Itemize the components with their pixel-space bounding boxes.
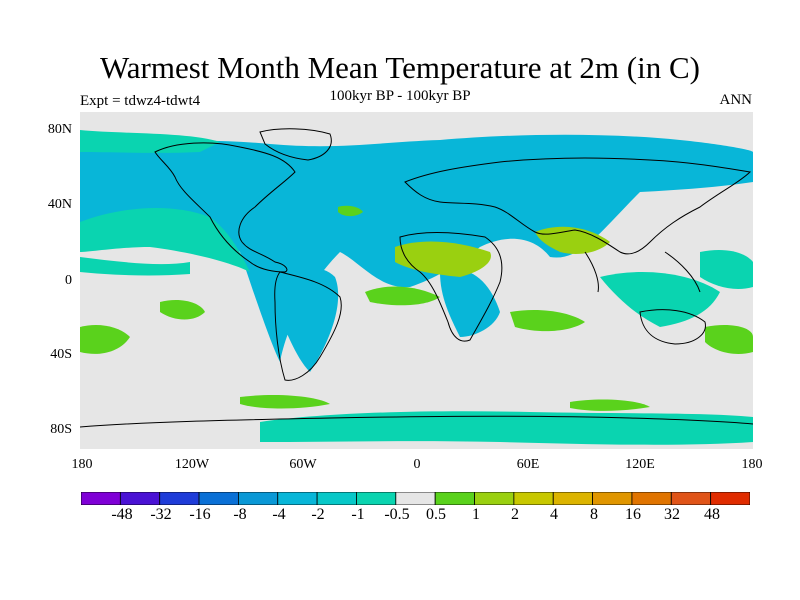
colorbar-label: -4 — [272, 506, 286, 523]
colorbar-swatch — [513, 492, 554, 505]
x-tick-label: 60E — [516, 457, 540, 472]
colorbar-swatch — [81, 492, 121, 505]
y-tick-label: 40S — [50, 347, 72, 362]
y-tick-label: 80S — [50, 422, 72, 437]
x-tick-label: 0 — [413, 457, 421, 472]
colorbar-label: -16 — [189, 506, 211, 523]
map-title: Warmest Month Mean Temperature at 2m (in… — [100, 50, 700, 85]
warm-anomaly-regions — [80, 205, 753, 411]
colorbar-label: 32 — [664, 506, 680, 523]
map-subtitle: 100kyr BP - 100kyr BP — [329, 88, 471, 104]
colorbar-swatch — [356, 492, 397, 505]
period-label: ANN — [719, 92, 753, 108]
colorbar-swatch — [159, 492, 200, 505]
colorbar-label: -1 — [351, 506, 365, 523]
colorbar-swatch — [198, 492, 239, 505]
colorbar-swatch — [119, 492, 161, 505]
colorbar-label: 8 — [590, 506, 598, 523]
experiment-label: Expt = tdwz4-tdwt4 — [80, 93, 201, 109]
x-tick-label: 120E — [625, 457, 655, 472]
y-tick-label: 0 — [65, 273, 72, 288]
colorbar-swatch — [552, 492, 593, 505]
x-tick-label: 180 — [71, 457, 93, 472]
colorbar-swatch — [238, 492, 279, 505]
colorbar-swatch — [670, 492, 712, 505]
colorbar-label: 0.5 — [426, 506, 446, 523]
colorbar-label: -2 — [311, 506, 325, 523]
x-tick-label: 120W — [174, 457, 210, 472]
colorbar-swatch — [316, 492, 357, 505]
y-tick-label: 40N — [47, 197, 72, 212]
colorbar-label: 2 — [511, 506, 519, 523]
colorbar-label: -0.5 — [384, 506, 410, 523]
colorbar — [81, 492, 750, 505]
colorbar-swatch — [592, 492, 633, 505]
x-tick-label: 60W — [289, 457, 317, 472]
colorbar-swatch — [277, 492, 318, 505]
colorbar-swatch — [631, 492, 672, 505]
coastlines — [80, 128, 753, 428]
temperature-difference-map — [80, 112, 753, 449]
colorbar-swatch — [434, 492, 475, 505]
y-tick-label: 80N — [47, 122, 72, 137]
colorbar-label: 16 — [625, 506, 641, 523]
colorbar-label: 4 — [550, 506, 558, 523]
colorbar-label: 48 — [704, 506, 720, 523]
x-tick-label: 180 — [741, 457, 763, 472]
colorbar-swatch — [395, 492, 436, 505]
colorbar-swatch — [710, 492, 750, 505]
colorbar-label: -48 — [111, 506, 133, 523]
colorbar-label: 1 — [472, 506, 480, 523]
colorbar-label: -32 — [150, 506, 172, 523]
colorbar-swatch — [474, 492, 515, 505]
colorbar-label: -8 — [233, 506, 247, 523]
